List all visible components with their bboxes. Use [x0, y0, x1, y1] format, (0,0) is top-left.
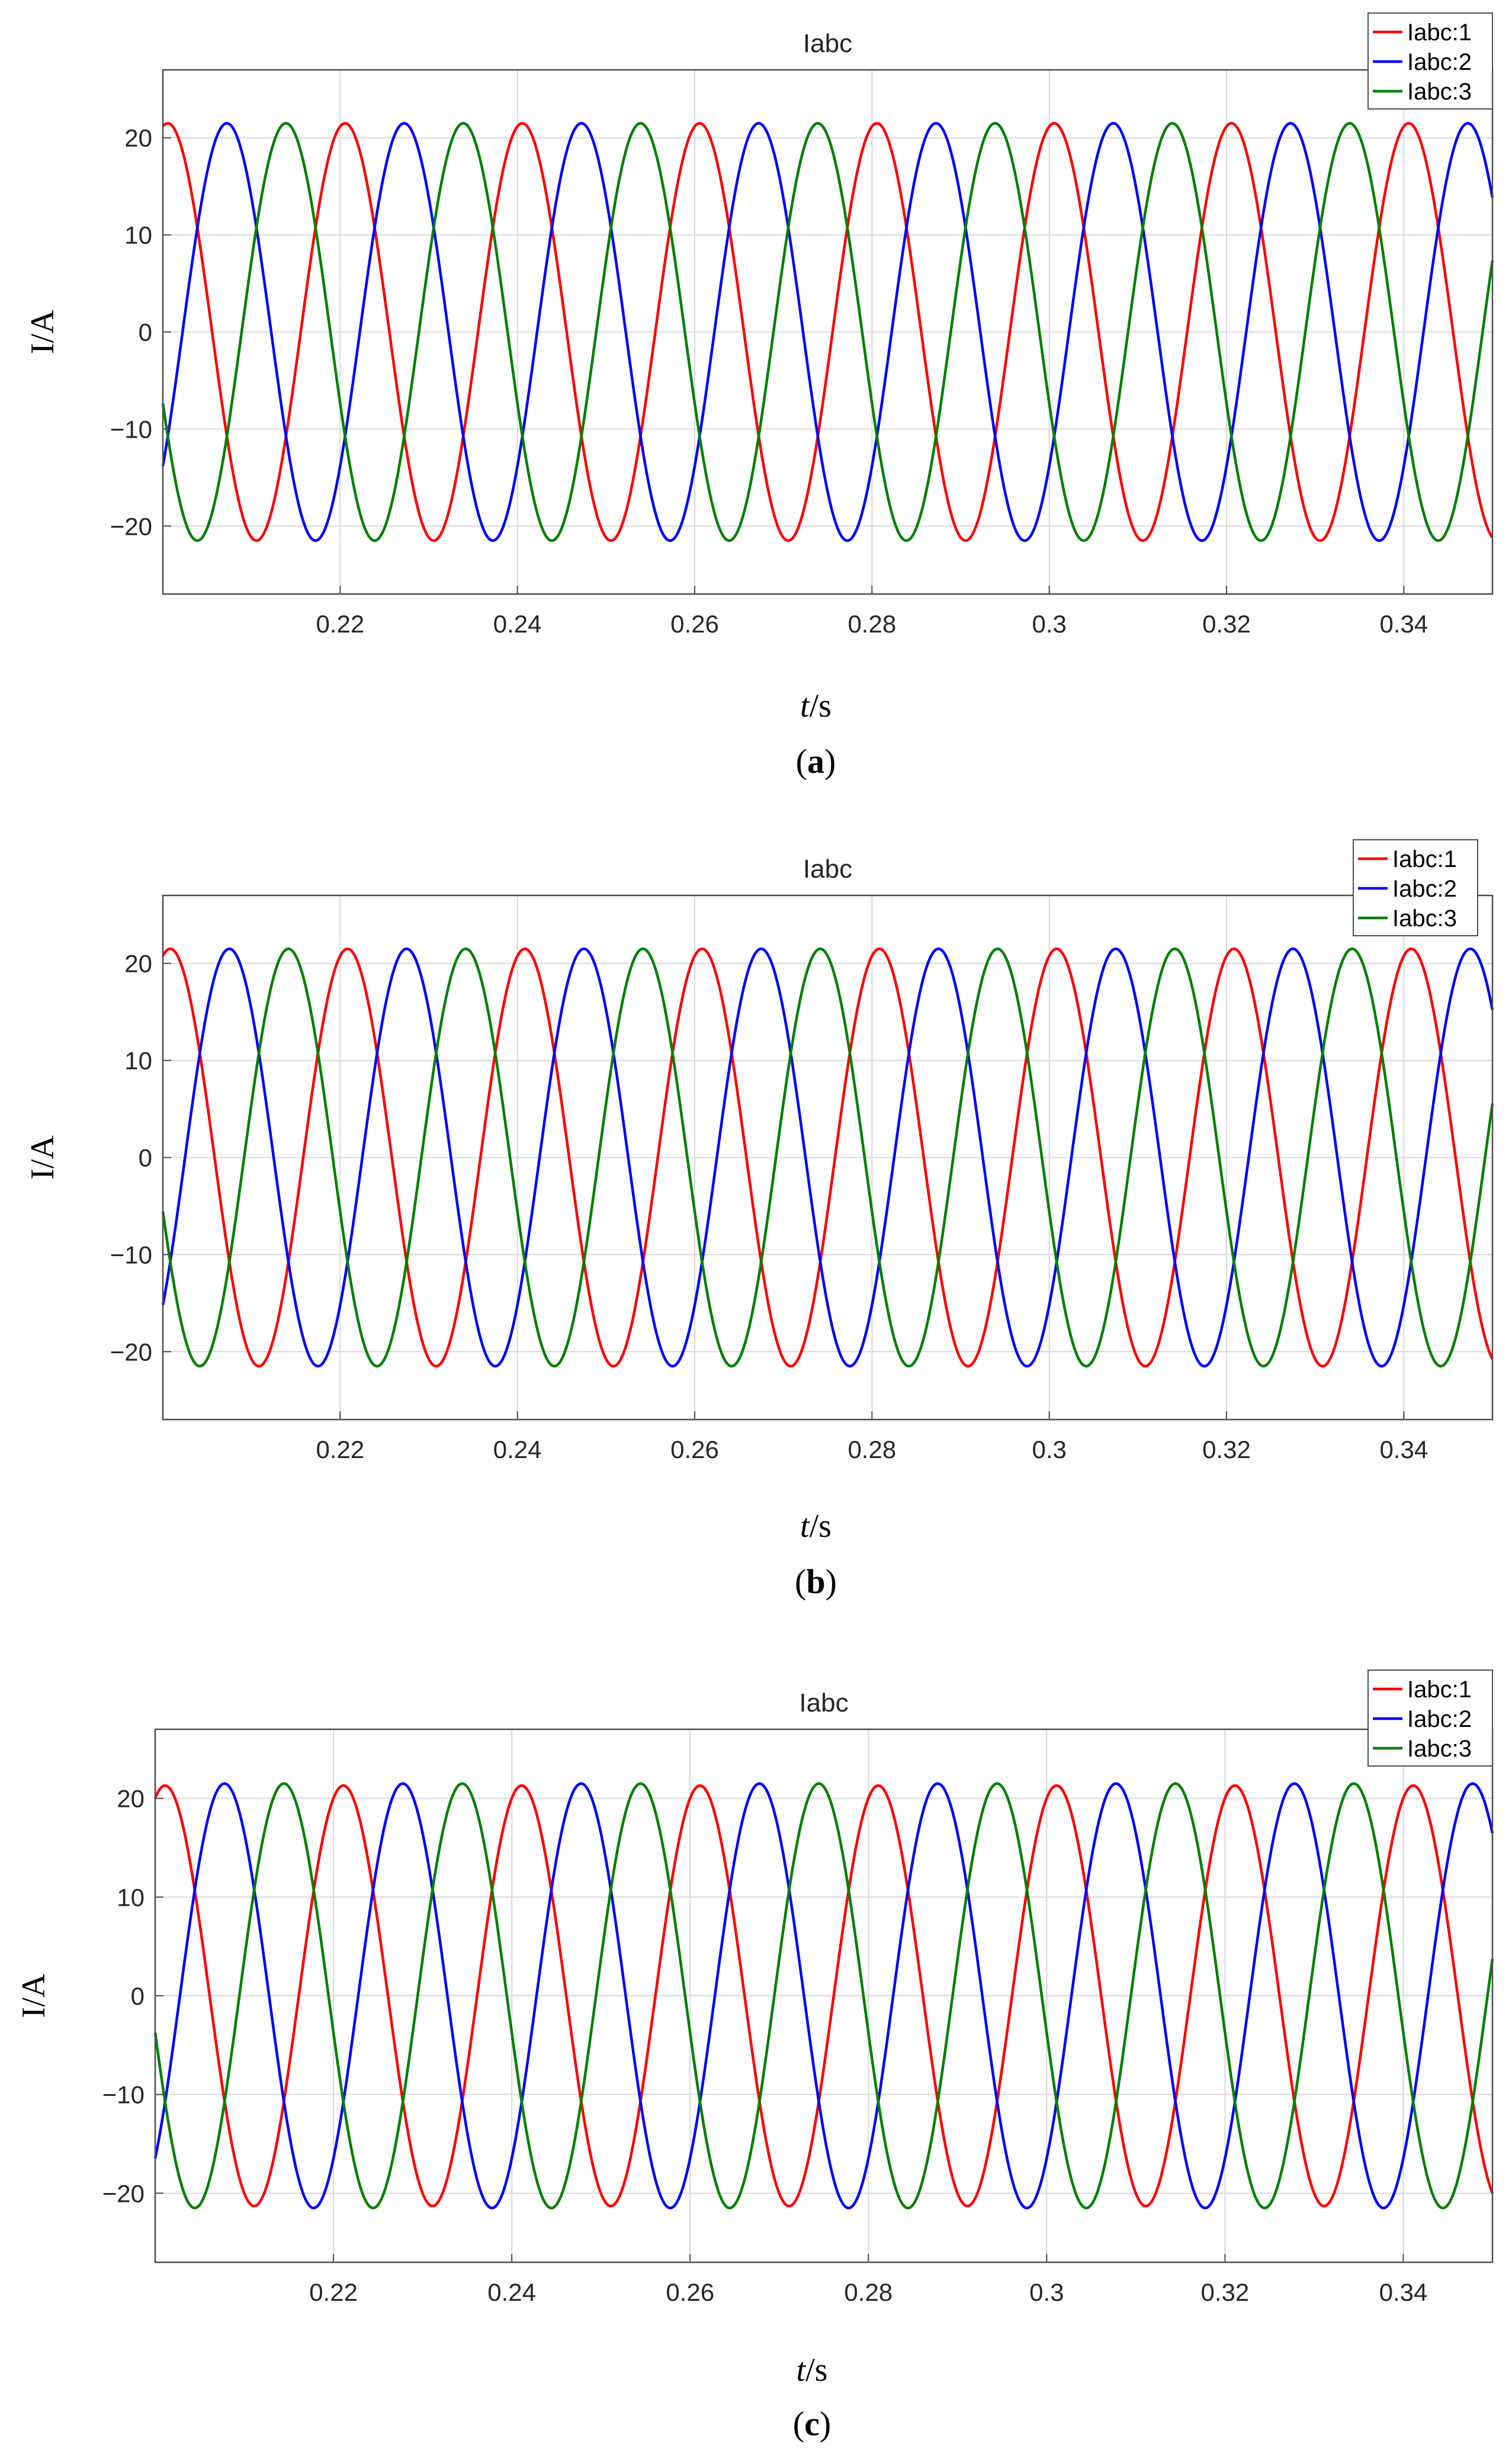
x-axis-label: t/s: [797, 2352, 828, 2388]
chart-c: 0.22 0.24 0.26 0.28 0.3 0.32 0.34 −20 −10 0 10 20 Ia…: [15, 1669, 1494, 2443]
legend: Iabc:1 Iabc:2 Iabc:3: [1367, 1669, 1493, 1767]
y-axis-label: I/A: [24, 1135, 61, 1180]
caption-letter: b: [806, 1562, 825, 1601]
series-line-2: [161, 947, 1494, 1368]
x-tick-label: 0.28: [848, 610, 896, 638]
x-axis-label-var: t: [800, 688, 810, 724]
y-tick-label: −20: [102, 2179, 145, 2207]
subfigure-caption: (b): [795, 1562, 837, 1601]
caption-close-paren: ): [824, 742, 836, 781]
x-tick-label: 0.26: [670, 1436, 719, 1463]
caption-letter: c: [804, 2404, 820, 2443]
caption-letter: a: [807, 742, 824, 781]
x-axis-label-var: t: [800, 1508, 810, 1545]
x-tick-label: 0.34: [1379, 610, 1428, 638]
x-tick-label: 0.28: [848, 1436, 896, 1463]
y-tick-label: −10: [102, 2081, 145, 2109]
series-line-1: [162, 947, 1494, 1368]
chart-title: Iabc: [803, 29, 852, 58]
legend-label-2: Iabc:2: [1392, 876, 1457, 902]
y-axis-label: I/A: [24, 310, 61, 354]
chart-title: Iabc: [803, 855, 852, 884]
chart-title: Iabc: [799, 1688, 848, 1717]
x-axis-label-var: t: [797, 2352, 807, 2388]
x-tick-label: 0.32: [1201, 2278, 1250, 2306]
x-tick-label: 0.26: [670, 610, 719, 638]
y-tick-label: 10: [124, 1047, 152, 1075]
legend-label-2: Iabc:2: [1407, 49, 1472, 75]
legend-label-3: Iabc:3: [1407, 1736, 1472, 1762]
legend: Iabc:1 Iabc:2 Iabc:3: [1353, 839, 1478, 936]
x-tick-label: 0.32: [1202, 610, 1251, 638]
x-axis-label-unit: /s: [810, 688, 832, 724]
series-line-3: [153, 1782, 1494, 2210]
subfigure-caption: (a): [796, 742, 836, 781]
caption-open-paren: (: [795, 1562, 806, 1601]
chart-a: 0.22 0.24 0.26 0.28 0.3 0.32 0.34 −20 −10 0 10 20 Ia…: [24, 12, 1494, 781]
y-tick-label: 10: [124, 221, 152, 249]
x-axis-label: t/s: [800, 1508, 832, 1545]
series-line-3: [161, 947, 1494, 1368]
legend-label-3: Iabc:3: [1407, 79, 1472, 105]
caption-close-paren: ): [826, 1562, 837, 1601]
y-tick-label: 0: [139, 319, 152, 346]
legend: Iabc:1 Iabc:2 Iabc:3: [1367, 12, 1493, 110]
x-tick-label: 0.3: [1029, 2278, 1064, 2306]
y-tick-label: 20: [124, 950, 152, 978]
legend-label-3: Iabc:3: [1392, 906, 1457, 932]
series-line-3: [161, 121, 1494, 542]
y-axis-label: I/A: [15, 1973, 52, 2018]
x-tick-label: 0.3: [1032, 1436, 1066, 1463]
x-tick-label: 0.24: [493, 610, 542, 638]
series-line-1: [153, 1784, 1494, 2208]
y-tick-label: 10: [117, 1883, 145, 1911]
legend-label-1: Iabc:1: [1392, 846, 1457, 872]
legend-label-1: Iabc:1: [1407, 1677, 1472, 1703]
series-line-1: [162, 121, 1494, 542]
y-tick-label: 20: [124, 124, 152, 152]
y-tick-label: 0: [139, 1144, 152, 1172]
x-tick-label: 0.24: [487, 2278, 536, 2306]
y-tick-label: −20: [110, 512, 152, 540]
legend-label-1: Iabc:1: [1407, 20, 1472, 46]
x-tick-label: 0.34: [1379, 2278, 1428, 2306]
x-tick-label: 0.3: [1032, 610, 1066, 638]
subfigure-caption: (c): [793, 2404, 831, 2443]
caption-open-paren: (: [793, 2404, 804, 2443]
x-tick-label: 0.32: [1202, 1436, 1251, 1463]
x-tick-label: 0.24: [493, 1436, 542, 1463]
x-tick-label: 0.22: [316, 1436, 364, 1463]
x-tick-label: 0.22: [316, 610, 364, 638]
y-tick-label: −10: [110, 415, 152, 443]
x-tick-label: 0.26: [666, 2278, 714, 2306]
chart-b: 0.22 0.24 0.26 0.28 0.3 0.32 0.34 −20 −10 0 10 20 Ia…: [24, 839, 1494, 1601]
y-tick-label: −10: [110, 1241, 152, 1269]
y-tick-label: 0: [131, 1982, 145, 2010]
x-axis-label-unit: /s: [805, 2352, 827, 2388]
x-axis-label-unit: /s: [810, 1508, 832, 1545]
caption-close-paren: ): [820, 2404, 831, 2443]
x-tick-label: 0.28: [844, 2278, 893, 2306]
y-tick-label: 20: [117, 1785, 145, 1813]
x-tick-label: 0.22: [309, 2278, 358, 2306]
x-tick-label: 0.34: [1379, 1436, 1428, 1463]
series-line-2: [161, 121, 1494, 542]
series-line-2: [153, 1782, 1494, 2210]
legend-label-2: Iabc:2: [1407, 1706, 1472, 1732]
caption-open-paren: (: [796, 742, 807, 781]
x-axis-label: t/s: [800, 688, 832, 724]
y-tick-label: −20: [110, 1338, 152, 1366]
